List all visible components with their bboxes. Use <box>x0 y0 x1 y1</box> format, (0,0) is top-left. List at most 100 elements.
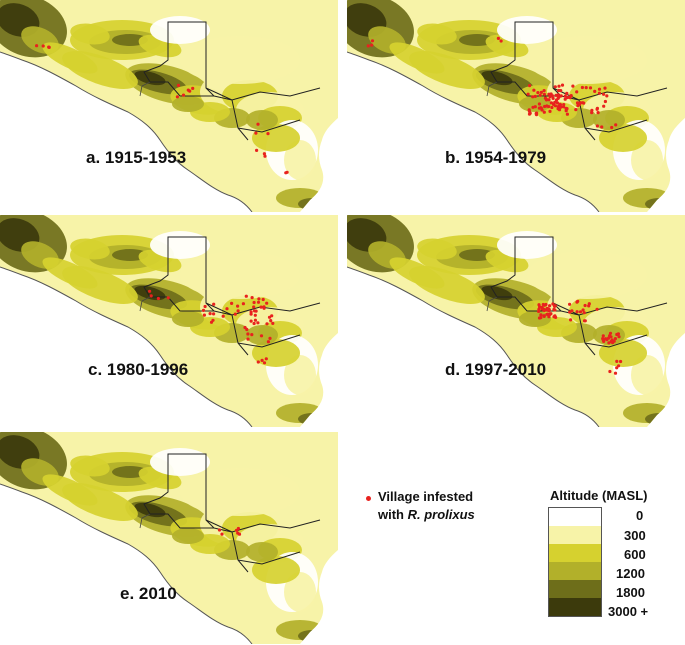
map-svg-e <box>0 432 338 644</box>
village-point <box>617 364 621 368</box>
village-point <box>250 333 254 337</box>
village-point <box>201 308 206 312</box>
village-point <box>254 309 258 313</box>
coastline <box>0 266 253 427</box>
village-point <box>255 148 259 152</box>
village-point <box>610 340 614 344</box>
village-point <box>553 85 557 89</box>
map-panel-a: a. 1915-1953 <box>0 0 338 212</box>
village-point <box>253 313 257 317</box>
village-point <box>262 306 266 310</box>
village-point <box>265 301 269 305</box>
village-point <box>234 528 239 532</box>
terrain-patch <box>284 572 316 612</box>
village-point <box>575 300 579 304</box>
village-point <box>559 89 563 93</box>
village-point <box>575 310 579 314</box>
village-point <box>590 108 594 112</box>
map-svg-c <box>0 215 338 427</box>
village-point <box>267 315 272 319</box>
village-point <box>597 87 602 91</box>
village-point <box>593 89 597 93</box>
village-point <box>602 104 606 108</box>
village-point <box>595 124 599 128</box>
village-point <box>366 44 370 48</box>
village-point <box>225 307 229 311</box>
terrain-patch <box>631 140 663 180</box>
village-point <box>532 88 536 92</box>
map-panel-d: d. 1997-2010 <box>347 215 685 427</box>
terrain-patch <box>70 455 110 477</box>
panel-label-d: d. 1997-2010 <box>445 360 547 379</box>
altitude-swatch-column <box>548 507 602 617</box>
village-point <box>531 105 535 109</box>
village-point <box>557 84 561 88</box>
altitude-label-4: 1800 <box>616 585 645 600</box>
village-point <box>605 338 609 342</box>
terrain-patch <box>70 23 110 45</box>
terrain-patch <box>42 257 98 289</box>
altitude-legend: Altitude (MASL) 0 300 600 1200 1800 3000… <box>544 488 684 623</box>
map-svg-b <box>347 0 685 212</box>
village-point <box>560 83 565 87</box>
terrain-patch <box>527 251 647 299</box>
village-point <box>545 306 549 310</box>
terrain-patch <box>417 238 457 260</box>
village-point <box>561 105 566 109</box>
altitude-swatch-3 <box>549 562 601 580</box>
altitude-label-1: 300 <box>624 528 646 543</box>
village-point <box>271 321 275 325</box>
village-point <box>601 334 605 338</box>
village-point <box>609 335 613 339</box>
village-point <box>563 97 567 101</box>
village-legend-prefix: with <box>378 507 408 522</box>
village-point <box>557 95 561 99</box>
village-point <box>149 294 153 298</box>
village-point <box>558 103 562 107</box>
village-point <box>156 296 160 301</box>
village-marker-icon <box>366 496 371 501</box>
village-point <box>569 318 573 322</box>
village-point <box>249 312 253 316</box>
village-point <box>539 106 543 110</box>
village-point <box>559 105 563 109</box>
village-point <box>556 105 560 109</box>
village-point <box>613 337 617 341</box>
village-point <box>581 101 585 105</box>
map-panel-b: b. 1954-1979 <box>347 0 685 212</box>
terrain-patch <box>150 16 210 44</box>
village-point <box>148 289 152 293</box>
village-point <box>540 305 544 309</box>
map-svg-d <box>347 215 685 427</box>
village-point <box>539 313 543 317</box>
village-point <box>259 334 264 338</box>
village-point <box>233 312 237 316</box>
village-point <box>266 132 270 136</box>
village-point <box>186 88 190 92</box>
altitude-label-5: 3000 + <box>608 604 649 619</box>
village-point <box>565 95 570 100</box>
village-point <box>565 107 569 111</box>
village-point <box>35 44 39 48</box>
village-point <box>601 338 605 342</box>
village-point <box>191 86 195 90</box>
village-point <box>548 109 552 113</box>
village-point <box>252 321 256 326</box>
village-point <box>565 91 569 95</box>
village-point <box>261 297 265 302</box>
village-point <box>551 302 555 306</box>
village-point <box>557 108 562 112</box>
village-point <box>605 94 609 98</box>
village-point <box>603 99 607 104</box>
village-point <box>608 331 613 335</box>
village-point <box>212 302 216 306</box>
village-point <box>181 93 186 97</box>
village-point <box>615 332 619 337</box>
village-point <box>257 297 261 301</box>
village-point <box>264 357 268 361</box>
village-point <box>266 340 270 344</box>
altitude-swatch-5 <box>549 598 601 616</box>
village-point <box>547 315 551 319</box>
panel-label-b: b. 1954-1979 <box>445 148 547 167</box>
village-point <box>269 319 273 323</box>
